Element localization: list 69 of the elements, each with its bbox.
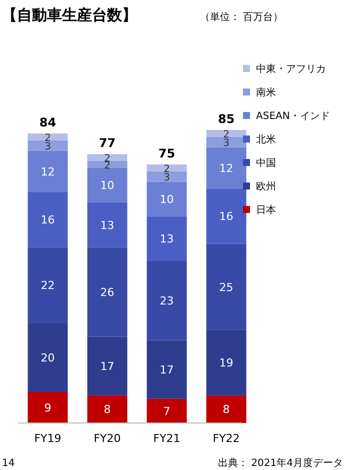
- text: 14: [2, 458, 15, 469]
- bar: [87, 395, 128, 423]
- bar: [146, 260, 187, 340]
- bar: [146, 398, 187, 423]
- data-label: 16: [219, 210, 234, 224]
- total-label: 85: [218, 112, 235, 126]
- legend-label: 欧州: [256, 180, 276, 192]
- chart-subtitle: （単位： 百万台）: [200, 11, 284, 23]
- total-label: 84: [39, 115, 56, 130]
- legend-label: 日本: [256, 204, 276, 216]
- data-label: 9: [44, 401, 52, 414]
- bar: [87, 336, 128, 396]
- bar: [28, 133, 68, 140]
- bar: [206, 244, 246, 330]
- bar: [146, 171, 187, 182]
- data-label: 3: [44, 142, 51, 153]
- data-label: 17: [160, 364, 174, 377]
- bar: [28, 392, 68, 423]
- bar: [146, 164, 187, 172]
- bar: [206, 188, 246, 244]
- bar: [206, 330, 246, 396]
- bar: [206, 130, 246, 137]
- bar: [87, 154, 128, 162]
- bar: [28, 247, 68, 324]
- data-label: 20: [40, 352, 55, 365]
- bar: [87, 161, 128, 168]
- legend-label: 中国: [256, 157, 276, 169]
- legend-label: ASEAN・インド: [256, 111, 330, 122]
- data-label: 12: [219, 162, 234, 175]
- data-label: 10: [160, 192, 174, 206]
- data-label: 19: [219, 356, 234, 370]
- bar: [28, 323, 68, 392]
- data-label: 22: [40, 279, 55, 292]
- bar: [146, 340, 187, 399]
- bar: [87, 247, 128, 337]
- legend-label: 中東・アフリカ: [256, 63, 326, 75]
- x-tick-label: FY21: [153, 432, 180, 445]
- data-label: 8: [104, 403, 111, 416]
- bar: [28, 150, 68, 192]
- data-label: 16: [40, 214, 55, 227]
- bar: [206, 395, 246, 423]
- source-note: 出典： 2021年4月度データ: [218, 457, 343, 469]
- data-label: 26: [100, 286, 114, 300]
- x-tick-label: FY19: [34, 432, 62, 445]
- x-tick-label: FY20: [94, 432, 121, 445]
- data-label: 12: [40, 165, 55, 178]
- bar: [146, 182, 187, 216]
- data-label: 10: [100, 179, 114, 192]
- bar: [146, 216, 187, 261]
- bar: [87, 202, 128, 248]
- data-label: 13: [160, 232, 174, 246]
- data-label: 3: [223, 138, 230, 150]
- data-label: 8: [222, 403, 230, 416]
- x-tick-label: FY22: [212, 432, 240, 445]
- data-label: 17: [100, 360, 114, 374]
- data-label: 23: [160, 294, 174, 308]
- bar: [206, 147, 246, 189]
- total-label: 77: [98, 136, 116, 150]
- total-label: 75: [158, 146, 176, 160]
- chart-title: 【自動車生産台数】: [2, 6, 137, 24]
- bar: [28, 140, 68, 151]
- data-label: 7: [163, 404, 170, 418]
- data-label: 13: [100, 218, 114, 232]
- bar: [28, 192, 68, 248]
- data-label: 25: [219, 280, 234, 294]
- legend-label: 北米: [256, 134, 276, 146]
- bar: [87, 168, 128, 202]
- legend-label: 南米: [256, 86, 276, 98]
- data-label: 3: [164, 172, 170, 184]
